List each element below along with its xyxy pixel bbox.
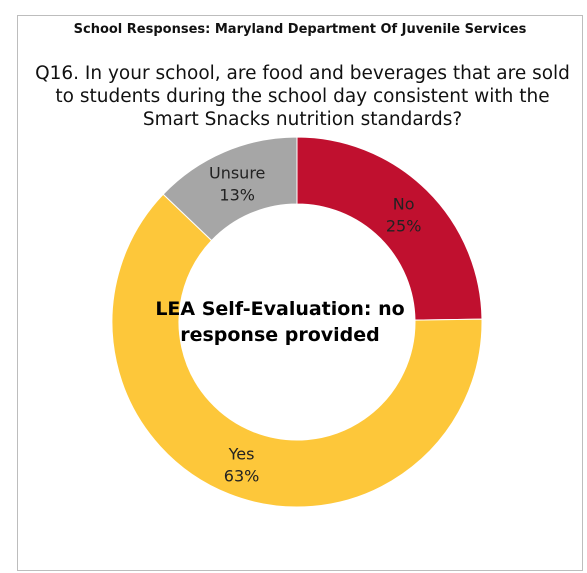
slice-value-unsure: 13% bbox=[219, 185, 255, 204]
chart-question: Q16. In your school, are food and bevera… bbox=[35, 63, 570, 130]
center-label: LEA Self-Evaluation: no response provide… bbox=[155, 298, 405, 346]
slice-value-no: 25% bbox=[386, 217, 422, 236]
slice-value-yes: 63% bbox=[224, 467, 260, 486]
slice-unsure bbox=[162, 136, 298, 242]
slice-label-no: No bbox=[393, 195, 415, 214]
slice-no bbox=[296, 136, 483, 321]
slice-yes bbox=[111, 193, 483, 508]
chart-title: School Responses: Maryland Department Of… bbox=[73, 22, 527, 37]
slice-label-yes: Yes bbox=[228, 445, 255, 464]
slice-label-unsure: Unsure bbox=[209, 163, 265, 182]
